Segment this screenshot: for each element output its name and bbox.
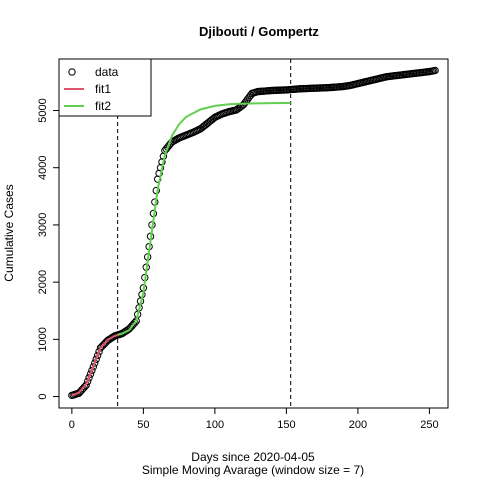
x-tick-label: 200 — [349, 419, 367, 431]
data-point — [431, 66, 439, 75]
x-tick-label: 100 — [206, 419, 224, 431]
y-tick-label: 1000 — [37, 327, 49, 351]
y-tick-label: 4000 — [37, 155, 49, 179]
legend-label-fit2: fit2 — [95, 99, 111, 113]
fit1-line — [71, 333, 119, 397]
fit2-line — [117, 102, 291, 336]
y-tick-label: 5000 — [37, 98, 49, 122]
data-point — [93, 351, 102, 360]
series-marks — [68, 66, 439, 400]
legend-label-data: data — [95, 65, 119, 79]
y-axis: 0 1000 2000 3000 4000 5000 — [37, 98, 59, 400]
y-axis-label: Cumulative Cases — [2, 184, 16, 281]
x-tick-label: 50 — [137, 419, 149, 431]
plot-frame — [58, 58, 449, 409]
y-tick-label: 0 — [37, 393, 49, 399]
data-point — [131, 318, 139, 327]
legend: data fit1 fit2 — [58, 58, 152, 117]
x-axis-sublabel: Simple Moving Avarage (window size = 7) — [142, 463, 364, 477]
legend-data-marker — [68, 68, 76, 76]
chart-title: Djibouti / Gompertz — [199, 24, 319, 39]
y-tick-label: 3000 — [37, 213, 49, 237]
reference-lines — [117, 59, 292, 408]
x-axis: 0 50 100 150 200 250 — [69, 408, 439, 431]
legend-label-fit1: fit1 — [95, 82, 111, 96]
x-axis-label: Days since 2020-04-05 — [191, 450, 315, 464]
x-tick-label: 250 — [420, 419, 438, 431]
x-tick-label: 0 — [69, 419, 75, 431]
x-tick-label: 150 — [277, 419, 295, 431]
data-point — [92, 355, 100, 363]
y-tick-label: 2000 — [37, 270, 49, 294]
